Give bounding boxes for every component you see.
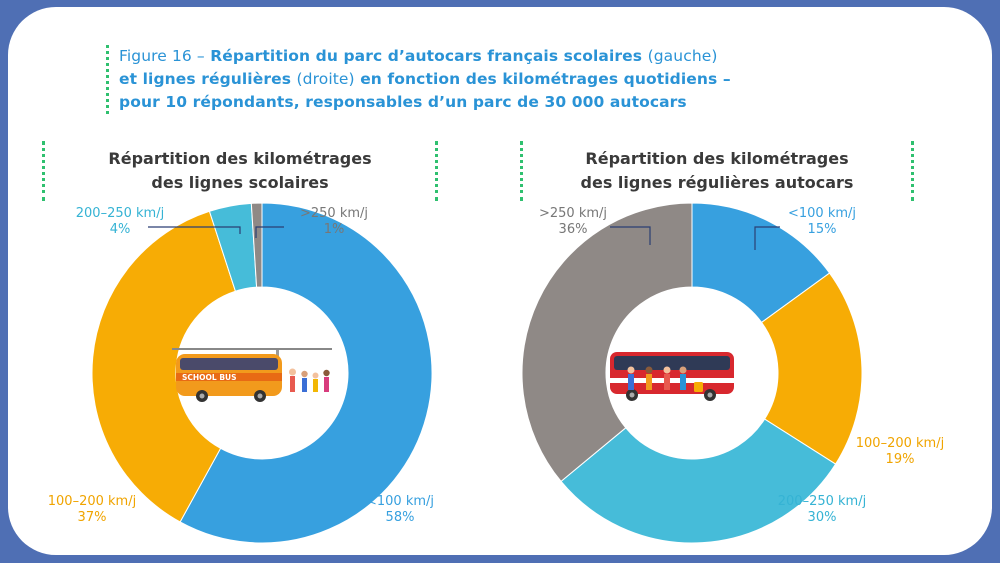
leader-line: [148, 226, 241, 234]
slice-value: 37%: [78, 510, 107, 525]
figure-title-part: et lignes régulières: [119, 70, 292, 88]
leader-line: [610, 226, 651, 245]
figure-title: Figure 16 – Répartition du parc d’autoca…: [106, 45, 919, 114]
slice-label: >250 km/j: [300, 206, 368, 221]
chart-title-line: Répartition des kilométrages: [108, 149, 372, 168]
coach-bus-icon: [610, 352, 734, 401]
slice-value: 19%: [886, 452, 915, 467]
chart-title-scolaires: Répartition des kilométrages des lignes …: [42, 141, 438, 201]
figure-title-part: (gauche): [647, 47, 718, 65]
chart-title-line: des lignes régulières autocars: [580, 173, 854, 192]
slice-label: <100 km/j: [788, 206, 856, 221]
slice-label: 100–200 km/j: [856, 436, 944, 451]
bus-sign: SCHOOL BUS: [182, 373, 237, 382]
leader-line: [754, 226, 780, 250]
slice-label: 200–250 km/j: [76, 206, 164, 221]
figure-title-part: (droite): [296, 70, 355, 88]
slice-value: 15%: [808, 222, 837, 237]
slice-label: <100 km/j: [366, 494, 434, 509]
chart-title-line: Répartition des kilométrages: [585, 149, 849, 168]
leader-line: [255, 226, 284, 238]
figure-number: Figure 16 –: [119, 47, 205, 65]
donut-chart-regulieres: <100 km/j15%100–200 km/j19%200–250 km/j3…: [521, 202, 944, 544]
slice-value: 36%: [559, 222, 588, 237]
slice-value: 58%: [386, 510, 415, 525]
chart-title-regulieres: Répartition des kilométrages des lignes …: [520, 141, 914, 201]
slice-value: 4%: [110, 222, 131, 237]
figure-title-line-1: Figure 16 – Répartition du parc d’autoca…: [119, 45, 919, 68]
figure-title-line-2: et lignes régulières (droite) en fonctio…: [119, 68, 919, 91]
slice-label: 200–250 km/j: [778, 494, 866, 509]
figure-title-line-3: pour 10 répondants, responsables d’un pa…: [119, 93, 687, 111]
slice-value: 30%: [808, 510, 837, 525]
chart-title-line: des lignes scolaires: [151, 173, 329, 192]
slice-label: >250 km/j: [539, 206, 607, 221]
slice-value: 1%: [324, 222, 345, 237]
school-bus-icon: SCHOOL BUS: [172, 348, 332, 402]
figure-title-part: Répartition du parc d’autocars français …: [210, 47, 643, 65]
slice-label: 100–200 km/j: [48, 494, 136, 509]
figure-title-part: en fonction des kilométrages quotidiens …: [360, 70, 731, 88]
